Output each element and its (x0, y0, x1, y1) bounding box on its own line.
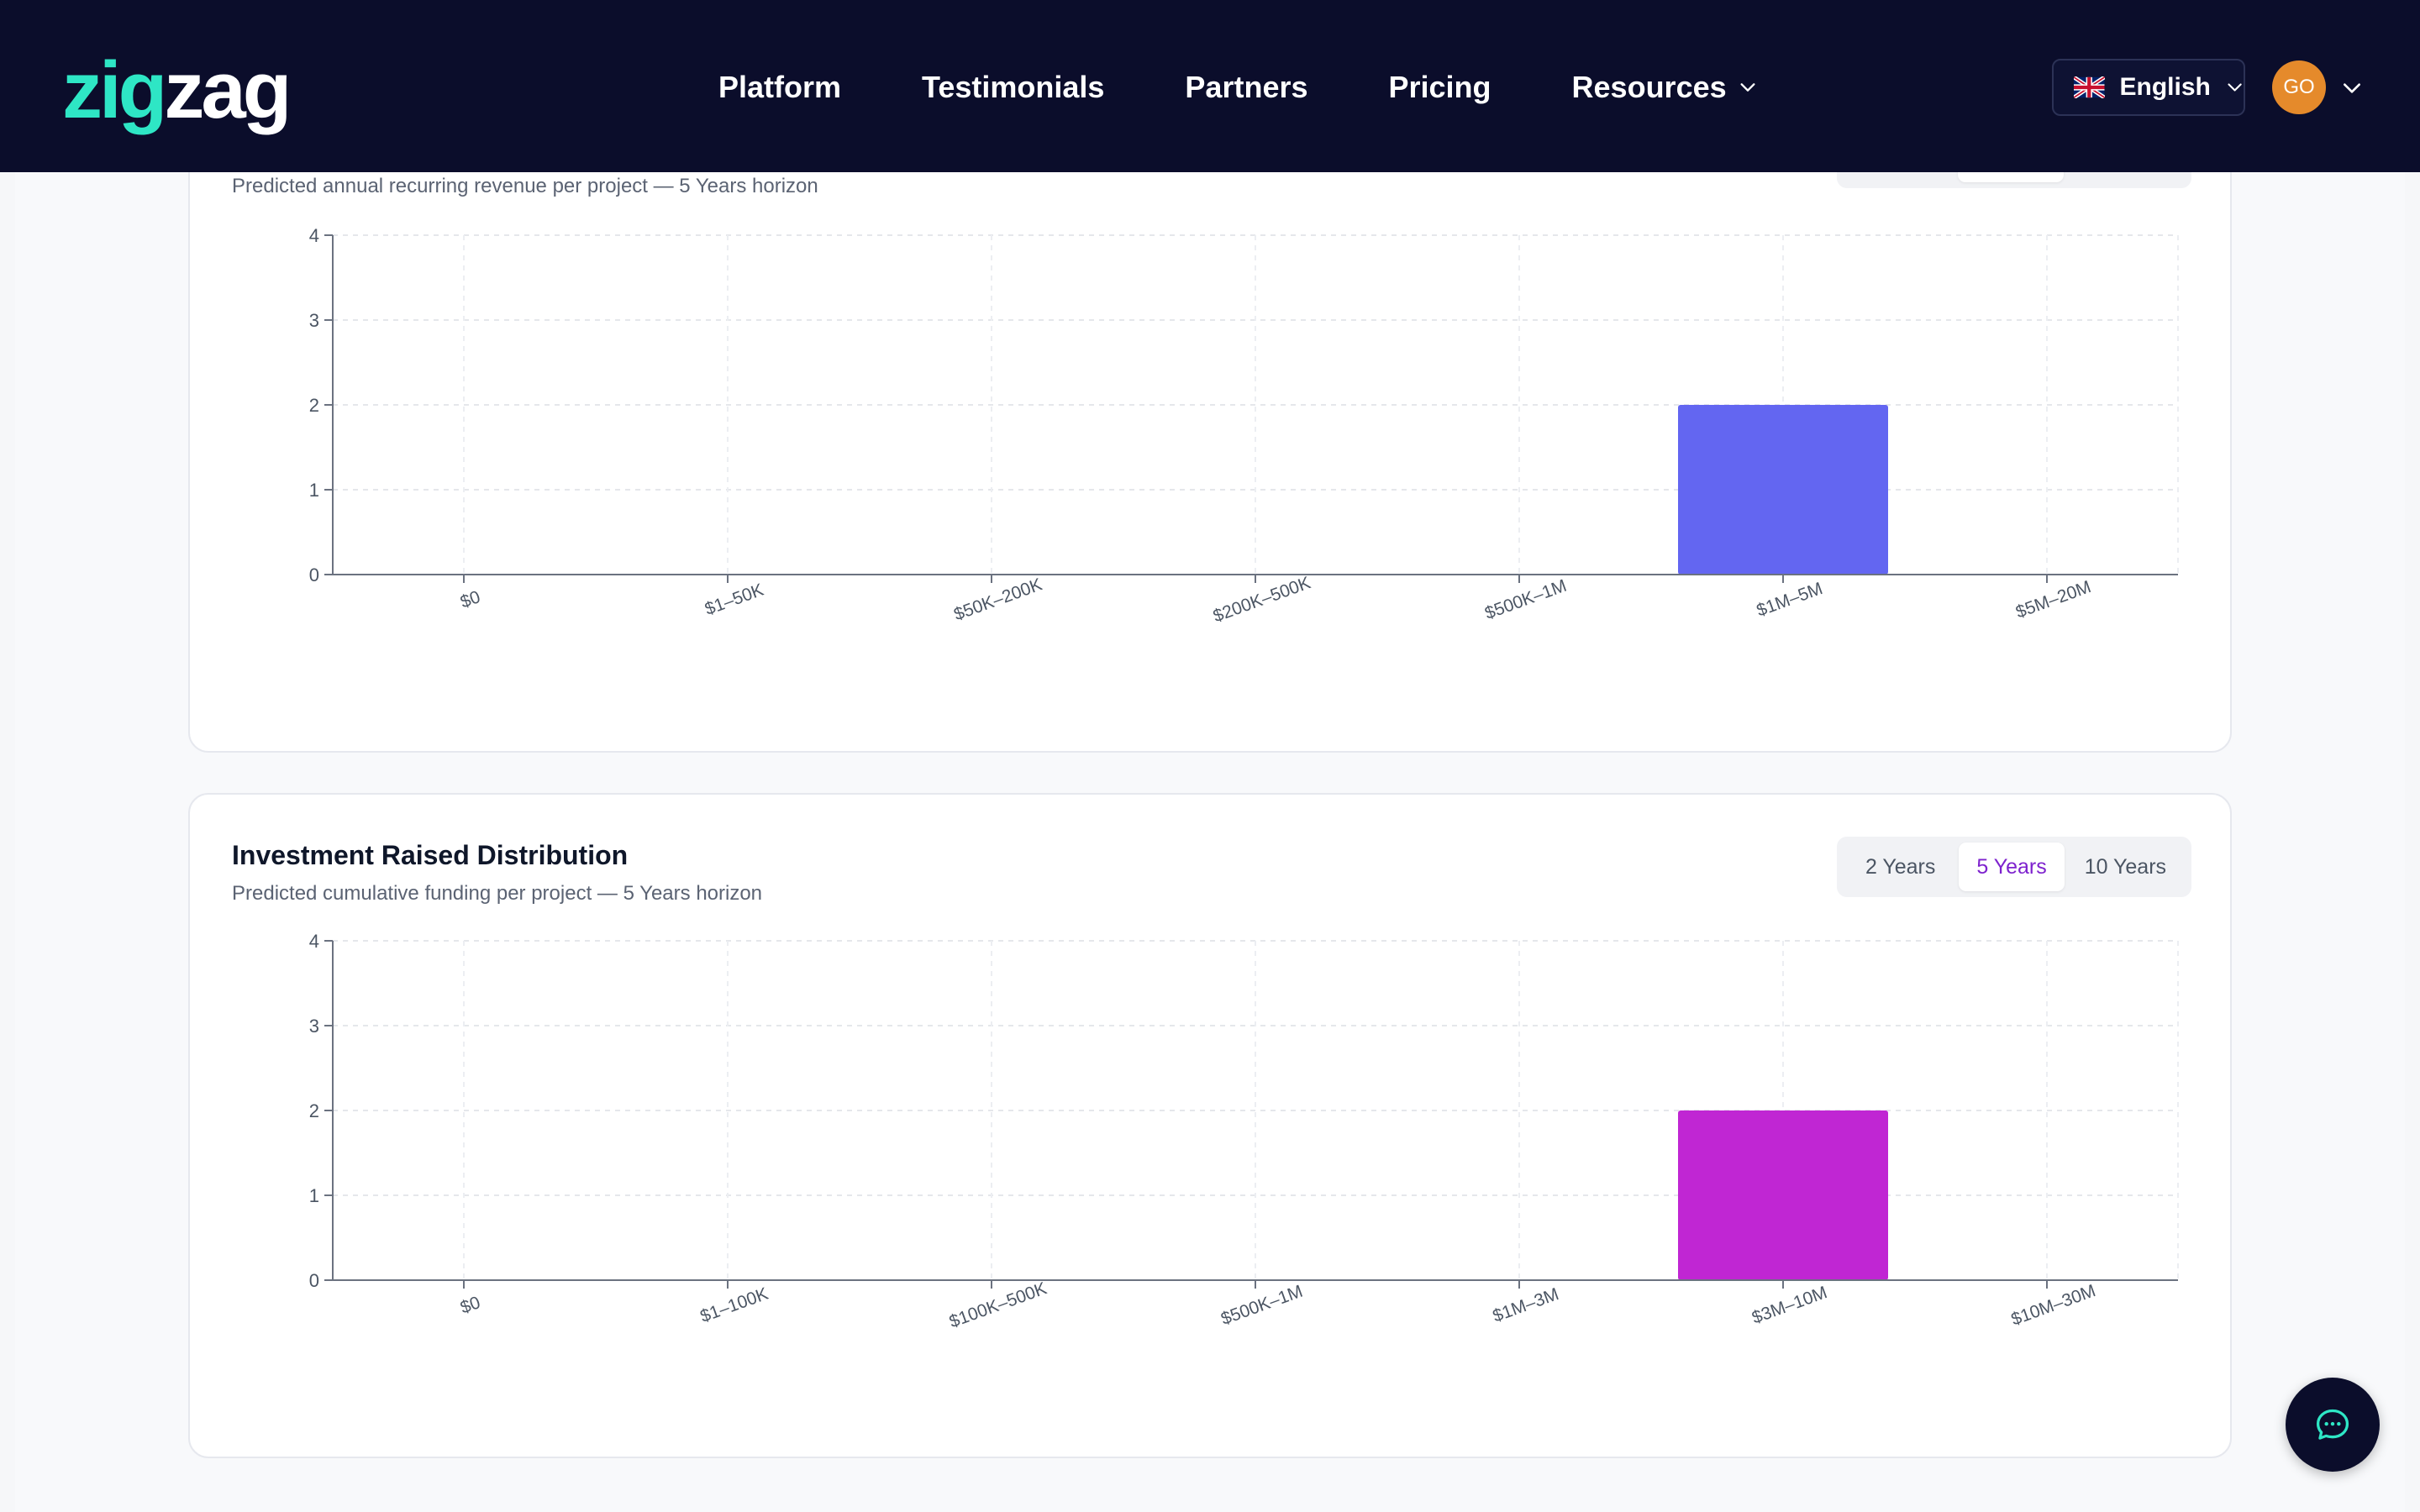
x-tick-label: $200K–500K (1211, 573, 1313, 626)
y-tick-label: 4 (309, 931, 319, 952)
y-tick-label: 2 (309, 1100, 319, 1121)
uk-flag-icon (2074, 76, 2105, 98)
card-subtitle: Predicted cumulative funding per project… (232, 882, 763, 905)
nav-partners[interactable]: Partners (1185, 70, 1308, 104)
x-tick-label: $0 (458, 1293, 483, 1318)
arr-distribution-chart: 0 1 2 3 4 $0 $1–50K $50K–200K $200K–500K $500K–1M… (309, 225, 2179, 626)
chat-button[interactable] (2286, 1378, 2380, 1472)
nav-platform[interactable]: Platform (718, 70, 842, 104)
logo-wordmark: zigzag (62, 45, 292, 135)
x-tick-label: $1M–5M (1754, 579, 1825, 621)
y-tick-label: 3 (309, 1016, 319, 1037)
x-tick-label: $500K–1M (1482, 576, 1569, 623)
chat-bubble-icon (2316, 1409, 2349, 1440)
x-tick-label: $1–100K (697, 1284, 771, 1326)
x-tick-label: $5M–20M (2013, 577, 2094, 622)
investment-raised-card: Investment Raised Distribution Predicted… (188, 793, 2232, 1458)
x-tick-label: $100K–500K (947, 1278, 1050, 1331)
nav-resources[interactable]: Resources (1572, 70, 1757, 105)
x-tick-label: $10M–30M (2008, 1281, 2098, 1330)
y-tick-label: 1 (309, 1185, 319, 1206)
y-tick-label: 4 (309, 225, 319, 246)
y-tick-label: 0 (309, 1270, 319, 1291)
nav-testimonials[interactable]: Testimonials (922, 70, 1105, 104)
user-avatar[interactable]: GO (2272, 60, 2326, 114)
x-tick-label: $50K–200K (951, 575, 1044, 624)
x-tick-label: $3M–10M (1749, 1283, 1830, 1328)
chevron-down-icon (2228, 83, 2242, 92)
bar (1678, 1110, 1888, 1280)
main-nav: Platform Testimonials Partners Pricing R… (718, 60, 1757, 114)
y-tick-label: 3 (309, 310, 319, 331)
x-tick-label: $1M–3M (1490, 1284, 1561, 1326)
horizon-toggle: 2 Years 5 Years 10 Years (1837, 837, 2191, 897)
horizon-5-years[interactable]: 5 Years (1959, 843, 2065, 891)
top-navigation-bar: zigzag Platform Testimonials Partners Pr… (0, 0, 2420, 172)
language-selector[interactable]: English (2052, 59, 2245, 116)
nav-pricing[interactable]: Pricing (1388, 70, 1491, 104)
x-tick-label: $1–50K (702, 580, 766, 619)
horizon-2-years[interactable]: 2 Years (1865, 854, 1936, 879)
card-subtitle: Predicted annual recurring revenue per p… (232, 175, 818, 197)
bar (1678, 405, 1888, 575)
zigzag-logo[interactable]: zigzag (62, 49, 314, 133)
card-title: Investment Raised Distribution (232, 840, 629, 870)
y-tick-label: 1 (309, 480, 319, 501)
y-tick-label: 0 (309, 564, 319, 585)
language-label: English (2119, 73, 2211, 101)
x-tick-label: $500K–1M (1218, 1282, 1305, 1329)
y-tick-label: 2 (309, 395, 319, 416)
chevron-down-icon (1740, 83, 1755, 92)
horizon-10-years[interactable]: 10 Years (2084, 854, 2167, 879)
investment-raised-chart: 0 1 2 3 4 $0 $1–100K $100K–500K $500K–1M $1M–3M $3… (309, 931, 2179, 1331)
user-menu-chevron-icon[interactable] (2341, 77, 2363, 99)
x-tick-label: $0 (458, 587, 483, 612)
